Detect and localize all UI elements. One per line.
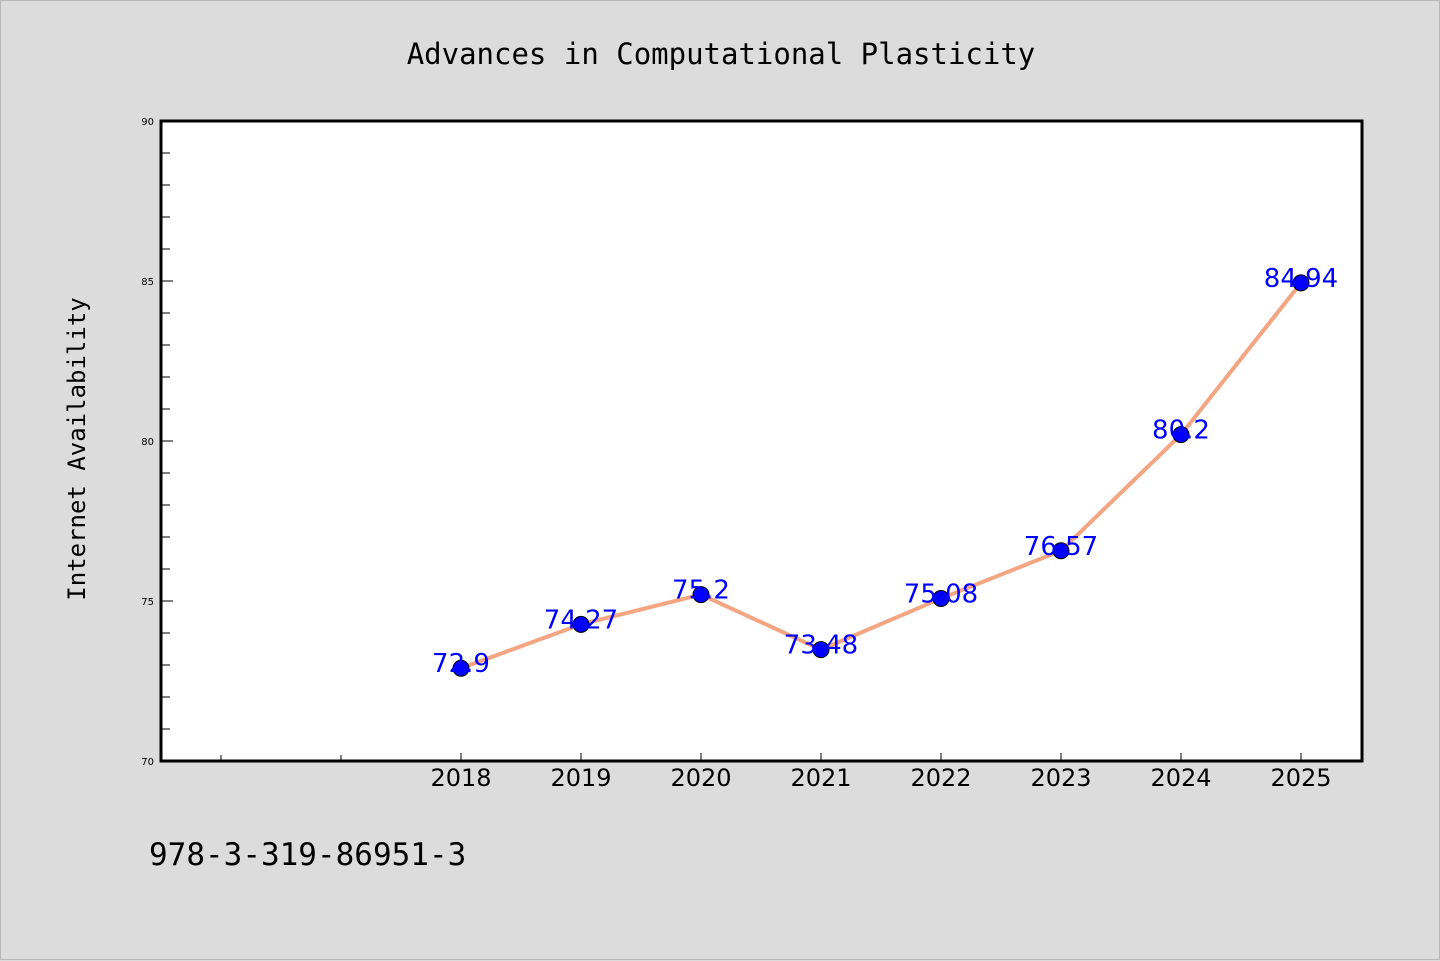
x-tick-label: 2020 (670, 764, 731, 792)
x-tick-label: 2018 (430, 764, 491, 792)
data-label: 74.27 (544, 605, 618, 635)
x-tick-label: 2019 (550, 764, 611, 792)
data-point (1172, 426, 1190, 444)
data-point (692, 586, 710, 604)
x-axis-ticks: 2018 2019 2020 2021 2022 2023 2024 2025 (430, 753, 1332, 792)
chart-title: Advances in Computational Plasticity (407, 37, 1036, 71)
y-axis-label: Internet Availability (63, 297, 91, 600)
data-point (1052, 542, 1070, 560)
data-label: 84.94 (1264, 264, 1338, 294)
data-point (812, 641, 830, 659)
data-label: 80.2 (1152, 416, 1210, 446)
y-tick-label: 90 (141, 117, 154, 128)
data-label: 75.08 (904, 579, 978, 609)
data-label: 75.2 (672, 576, 730, 606)
data-label: 76.57 (1024, 532, 1098, 562)
y-tick-label: 75 (141, 597, 154, 608)
y-tick-label: 85 (141, 277, 154, 288)
data-markers (452, 274, 1310, 677)
data-label: 73.48 (784, 631, 858, 661)
y-tick-label: 70 (141, 757, 154, 768)
x-tick-label: 2023 (1030, 764, 1091, 792)
x-tick-label: 2022 (910, 764, 971, 792)
series-line (460, 281, 1303, 671)
data-point (452, 659, 470, 677)
x-tick-label: 2024 (1150, 764, 1211, 792)
data-label: 72.9 (432, 649, 490, 679)
plot-area (161, 121, 1362, 761)
data-point (1292, 274, 1310, 292)
footer-isbn: 978-3-319-86951-3 (149, 837, 466, 873)
y-tick-label: 80 (141, 437, 154, 448)
data-point (932, 589, 950, 607)
data-point (572, 615, 590, 633)
plot-frame (159, 119, 1364, 763)
x-tick-label: 2025 (1270, 764, 1331, 792)
data-labels: 72.9 74.27 75.2 73.48 75.08 76.57 80.2 84.94 (432, 264, 1338, 679)
x-tick-label: 2021 (790, 764, 851, 792)
